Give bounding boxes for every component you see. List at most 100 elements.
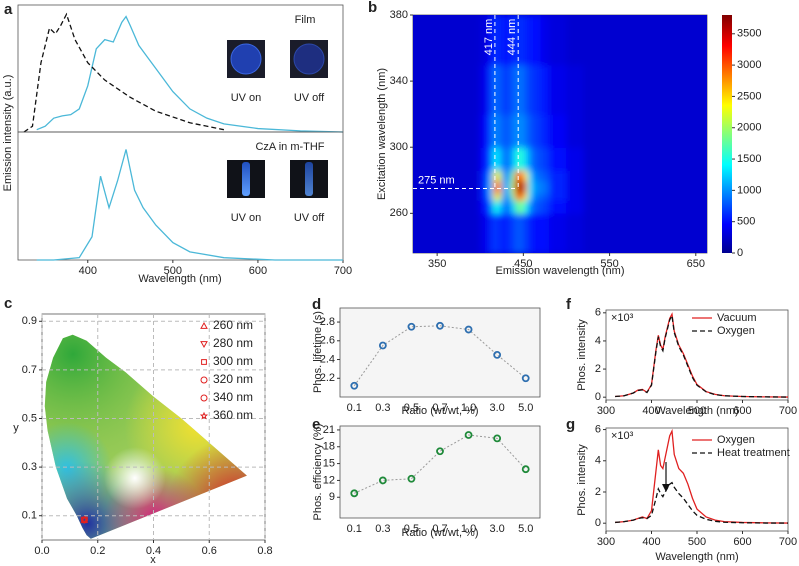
y-axis-label: Emission intensity (a.u.) xyxy=(2,75,14,192)
data-point xyxy=(378,341,387,350)
panel-0: a Emission intensity (a.u.) Film UV on UV of… xyxy=(2,1,344,192)
heatmap-cell xyxy=(549,64,568,115)
y-tick-label: 0.7 xyxy=(22,364,37,376)
heatmap-cell xyxy=(510,180,516,188)
y-tick-label: 18 xyxy=(323,441,335,453)
heatmap-cell xyxy=(519,213,524,253)
series-line xyxy=(615,312,789,398)
legend-marker xyxy=(200,376,208,384)
heatmap-cell xyxy=(583,15,619,66)
plot-area xyxy=(17,131,344,261)
data-point xyxy=(350,489,359,498)
heatmap-cell xyxy=(566,193,585,201)
heatmap-cell xyxy=(493,114,499,148)
heatmap-cell xyxy=(506,15,512,66)
marker-label: 275 nm xyxy=(418,174,455,186)
heatmap-cell xyxy=(531,213,542,253)
panel-label: c xyxy=(4,295,12,312)
heatmap-cell xyxy=(549,186,568,195)
heatmap-cell xyxy=(501,15,507,66)
heatmap-cell xyxy=(618,64,707,115)
heatmap-cell xyxy=(540,213,550,253)
y-axis-label: Phos. intensity xyxy=(576,444,588,516)
heatmap-cell xyxy=(531,64,542,115)
heatmap-cell xyxy=(527,147,533,171)
y-tick-label: 340 xyxy=(390,75,408,87)
heatmap-cell xyxy=(549,15,568,66)
data-point xyxy=(407,322,416,331)
heatmap-cell xyxy=(493,147,499,171)
heatmap-cell xyxy=(493,180,499,188)
panel-label: f xyxy=(566,296,572,313)
x-tick-label: 650 xyxy=(687,258,705,270)
x-tick-label: 500 xyxy=(688,405,706,417)
heatmap-cell xyxy=(527,200,533,214)
y-tick-label: 260 xyxy=(390,207,408,219)
legend-label: 340 nm xyxy=(213,390,253,404)
heatmap-cell xyxy=(514,147,520,171)
heatmap-cell xyxy=(531,200,542,214)
colorbar-tick-label: 500 xyxy=(737,216,755,228)
heatmap-cell xyxy=(618,213,707,253)
heatmap-cell xyxy=(549,170,568,181)
heatmap-cell xyxy=(566,114,585,148)
data-point xyxy=(436,447,444,456)
heatmap-cell xyxy=(514,64,520,115)
heatmap-cell xyxy=(480,213,490,253)
legend-marker xyxy=(200,321,208,329)
heatmap-cell xyxy=(583,114,619,148)
y-tick-label: 0.3 xyxy=(22,461,37,473)
x-tick-label: 400 xyxy=(79,265,97,277)
heatmap-cell xyxy=(583,180,619,188)
x-axis-label: x xyxy=(150,554,156,566)
heatmap-cell xyxy=(506,186,512,195)
heatmap-cell xyxy=(497,180,503,188)
heatmap-cell xyxy=(523,200,529,214)
series-line xyxy=(354,434,527,494)
heatmap-cell xyxy=(549,193,568,201)
heatmap-cell xyxy=(506,193,512,201)
x-tick-label: 600 xyxy=(249,265,267,277)
panel-3: c x y 0.0 0.2 0.4 0.6 0.8 0.1 0.3 0.5 0.7 0.9 260 nm 2… xyxy=(4,295,273,566)
x-axis-label: Wavelength (nm) xyxy=(655,405,738,417)
heatmap-cell xyxy=(527,193,533,201)
panel-label: g xyxy=(566,416,575,433)
x-tick-label: 400 xyxy=(642,405,660,417)
heatmap-cell xyxy=(488,15,494,66)
heatmap-cell xyxy=(618,114,707,148)
heatmap-cell xyxy=(618,170,707,181)
heatmap-cell xyxy=(497,200,503,214)
heatmap-cell xyxy=(488,200,494,214)
y-tick-label: 4 xyxy=(595,335,601,347)
x-axis-label: Wavelength (nm) xyxy=(138,273,221,285)
heatmap-cell xyxy=(618,200,707,214)
x-tick-label: 500 xyxy=(688,536,706,548)
heatmap-cell xyxy=(566,213,585,253)
x-tick-label: 450 xyxy=(514,258,532,270)
heatmap-cell xyxy=(527,170,533,181)
heatmap-cell xyxy=(531,180,542,188)
panel-4: d Ratio (wt/wt, %) Phos. lifetime (s)2.2 2.… xyxy=(312,296,541,417)
heatmap-cell xyxy=(583,147,619,171)
heatmap-cell xyxy=(501,200,507,214)
heatmap-cell xyxy=(510,193,516,201)
plot-area xyxy=(339,425,541,519)
heatmap-cell xyxy=(523,170,529,181)
heatmap-cell xyxy=(493,213,499,253)
heatmap-cell xyxy=(497,186,503,195)
heatmap-cell xyxy=(497,114,503,148)
colorbar-tick-label: 3000 xyxy=(737,59,761,71)
heatmap-cell xyxy=(510,213,516,253)
x-tick-label: 0.3 xyxy=(375,402,390,414)
heatmap-cell xyxy=(531,114,542,148)
colorbar-tick-label: 3500 xyxy=(737,28,761,40)
y-tick-label: 0.1 xyxy=(22,510,37,522)
x-tick-label: 300 xyxy=(597,536,615,548)
heatmap-cell xyxy=(618,193,707,201)
data-point xyxy=(407,474,416,483)
heatmap-cell xyxy=(493,15,499,66)
data-point xyxy=(378,476,387,485)
legend-label: Oxygen xyxy=(717,325,755,337)
